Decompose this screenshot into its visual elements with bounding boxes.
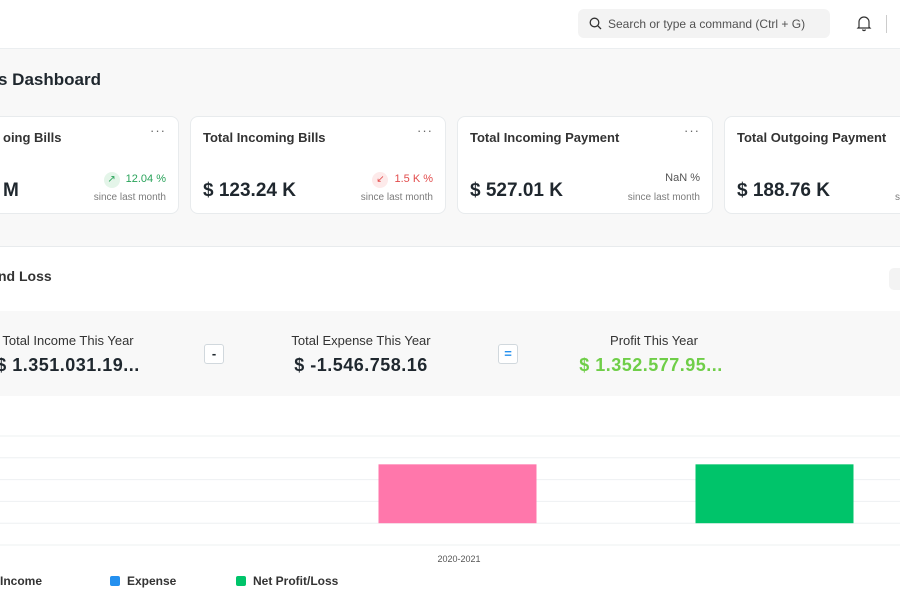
search-box[interactable]: Search or type a command (Ctrl + G) — [578, 9, 830, 38]
summary-label: Profit This Year — [610, 333, 698, 348]
equals-operator: = — [498, 344, 518, 364]
down-icon: ↙ — [372, 172, 389, 188]
card-title: Total Incoming Payment — [470, 130, 620, 145]
minus-operator: - — [204, 344, 224, 364]
page-title: s Dashboard — [0, 70, 101, 89]
card-title: oing Bills — [3, 130, 62, 145]
summary-value: $ -1.546.758.16 — [294, 355, 428, 375]
legend-label: Net Profit/Loss — [253, 574, 339, 588]
card: Total Incoming Payment ··· $ 527.01 K Na… — [457, 116, 713, 214]
card-change: ↙ 1.5 K % — [372, 172, 433, 188]
profit-loss-card — [0, 246, 900, 600]
card-value: $ 188.76 K — [737, 180, 830, 201]
search-placeholder: Search or type a command (Ctrl + G) — [608, 17, 806, 31]
change-text: 1.5 K % — [394, 173, 433, 185]
change-text: 12.04 % — [125, 173, 166, 185]
card-title: Total Incoming Bills — [203, 130, 326, 145]
up-icon: ↗ — [103, 172, 120, 188]
summary-band — [0, 311, 900, 396]
card-menu[interactable]: ··· — [684, 123, 700, 138]
search-icon — [589, 17, 602, 30]
summary-value: $ 1.351.031.19... — [0, 355, 140, 375]
summary-label: Total Expense This Year — [291, 333, 431, 348]
bar — [378, 464, 537, 524]
legend-label: Income — [0, 574, 42, 588]
change-note: since last month — [360, 192, 433, 203]
card-menu[interactable]: ··· — [417, 123, 433, 138]
divider — [886, 15, 887, 33]
bar — [695, 464, 854, 524]
chart: 2020-2021 Income Expense Net Profit/Loss — [0, 435, 900, 588]
card-value: $ 123.24 K — [203, 180, 296, 201]
card: Total Outgoing Payment $ 188.76 K si — [724, 116, 900, 214]
change-note: since last month — [93, 192, 166, 203]
card-title: Total Outgoing Payment — [737, 130, 887, 145]
change-note: since last month — [627, 192, 700, 203]
card-change: NaN % — [665, 172, 700, 184]
card-change: ↗ 12.04 % — [103, 172, 166, 188]
summary-value: $ 1.352.577.95... — [579, 355, 723, 375]
card-menu[interactable]: ··· — [150, 123, 166, 138]
notification-bell[interactable] — [856, 15, 872, 32]
summary-label: Total Income This Year — [2, 333, 134, 348]
legend-swatch — [110, 576, 120, 586]
change-note: si — [895, 192, 900, 203]
x-tick-label: 2020-2021 — [437, 554, 480, 564]
card-value: M — [3, 180, 19, 201]
section-button[interactable] — [889, 268, 900, 290]
card-value: $ 527.01 K — [470, 180, 563, 201]
card: oing Bills ··· M ↗ 12.04 % since last mon… — [0, 116, 179, 214]
legend-swatch — [236, 576, 246, 586]
card: Total Incoming Bills ··· $ 123.24 K ↙ 1.5… — [190, 116, 446, 214]
section-title: nd Loss — [0, 268, 52, 284]
legend-label: Expense — [127, 574, 177, 588]
change-text: NaN % — [665, 172, 700, 184]
